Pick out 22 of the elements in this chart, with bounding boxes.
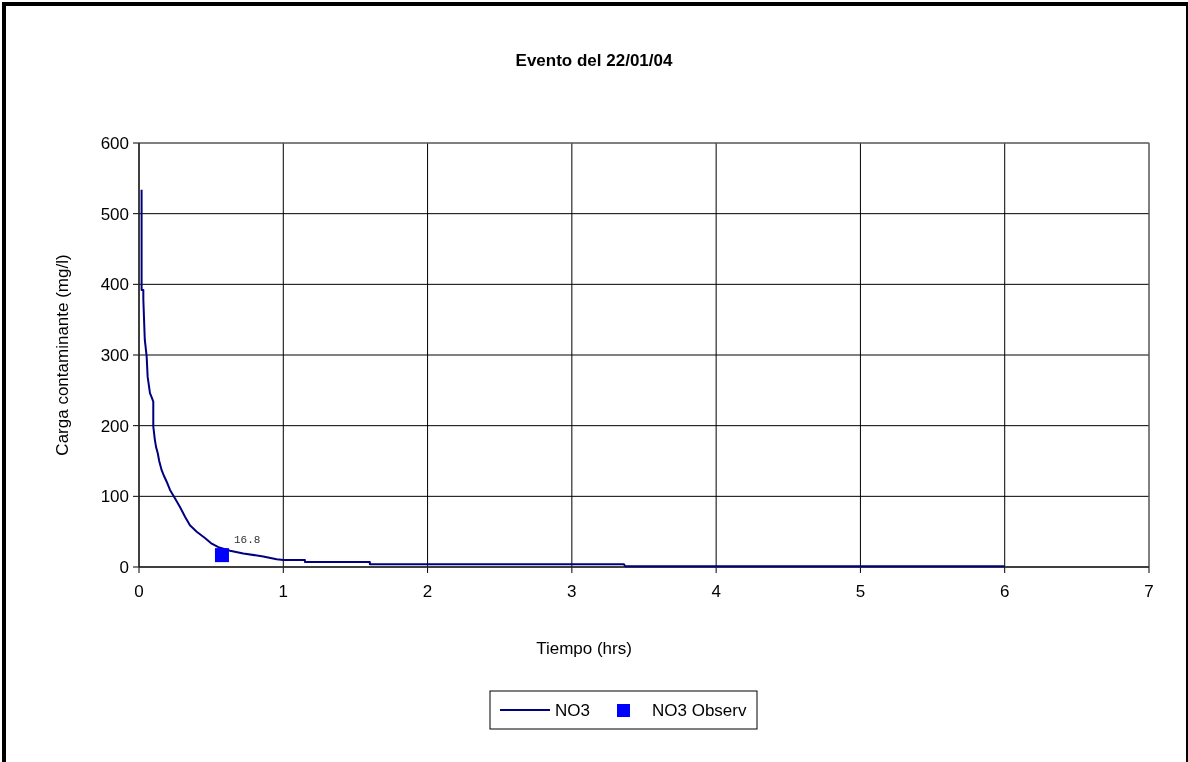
y-tick-label: 200	[100, 416, 129, 436]
x-tick-label: 6	[999, 582, 1010, 601]
x-tick-label: 7	[1144, 582, 1154, 601]
x-tick-label: 2	[422, 582, 433, 601]
y-tick-label: 100	[100, 487, 129, 507]
legend-label: NO3 Observ	[652, 701, 747, 720]
y-tick-label: 300	[100, 346, 129, 365]
legend-label: NO3	[555, 701, 590, 720]
x-tick-label: 1	[278, 582, 289, 601]
x-tick-label: 3	[567, 582, 577, 601]
x-tick-label: 4	[711, 582, 721, 601]
y-tick-label: 400	[100, 275, 129, 295]
data-label: 16.8	[233, 534, 261, 547]
y-axis-title: Carga contaminante (mg/l)	[53, 254, 72, 456]
x-tick-label: 0	[134, 582, 144, 601]
x-tick-label: 5	[855, 582, 866, 601]
line-series	[140, 188, 1006, 568]
y-tick-label: 600	[100, 134, 129, 153]
x-axis-title: Tiempo (hrs)	[536, 639, 632, 658]
chart-title: Evento del 22/01/04	[515, 51, 673, 70]
y-tick-label: 0	[119, 558, 129, 577]
y-tick-label: 500	[100, 204, 129, 224]
